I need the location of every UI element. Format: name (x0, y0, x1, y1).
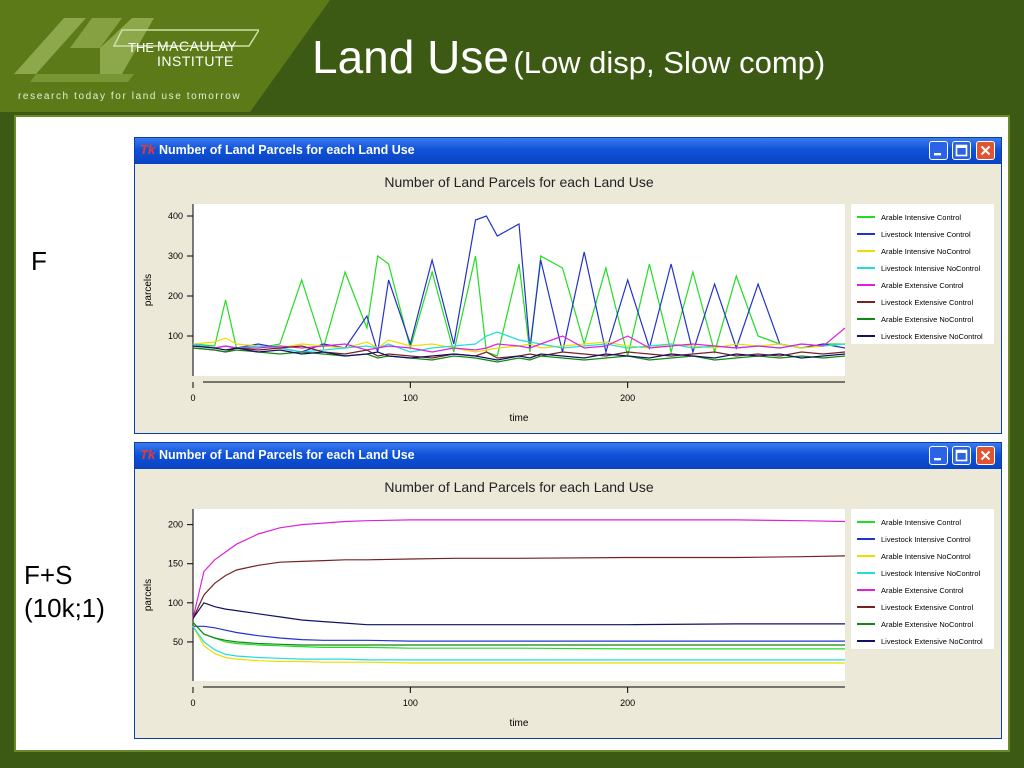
label-bottom: F+S (10k;1) (24, 560, 105, 623)
legend-label: Arable Extensive NoControl (881, 620, 973, 629)
app-icon: Tk (140, 447, 156, 462)
chart-title: Number of Land Parcels for each Land Use (384, 479, 653, 495)
legend-label: Arable Intensive Control (881, 518, 961, 527)
y-tick-label: 200 (168, 520, 183, 530)
plot-area (193, 509, 845, 681)
app-icon: Tk (140, 142, 156, 157)
y-axis-label: parcels (143, 579, 154, 611)
slide-title-main: Land Use (312, 31, 509, 83)
series-line (192, 345, 846, 359)
series-line (192, 254, 845, 357)
logo-institute-name: MACAULAY INSTITUTE (157, 39, 237, 69)
legend-label: Livestock Extensive NoControl (881, 332, 983, 341)
x-tick-label: 200 (620, 393, 635, 403)
close-icon[interactable] (976, 446, 995, 465)
x-tick-label: 0 (190, 393, 195, 403)
maximize-icon[interactable] (952, 446, 971, 465)
legend-label: Livestock Extensive NoControl (881, 637, 983, 646)
legend (851, 509, 994, 649)
slide-title: Land Use (Low disp, Slow comp) (312, 30, 825, 84)
chart-title: Number of Land Parcels for each Land Use (384, 174, 653, 190)
x-tick-label: 100 (403, 698, 418, 708)
legend-label: Livestock Intensive Control (881, 535, 971, 544)
series-line (193, 625, 845, 642)
series-line (192, 625, 845, 661)
logo-name-line1: MACAULAY (157, 38, 237, 54)
maximize-icon[interactable] (952, 141, 971, 160)
logo-the: THE (128, 40, 154, 55)
x-tick-label: 100 (403, 393, 418, 403)
y-tick-label: 150 (168, 559, 183, 569)
slide-header: THE MACAULAY INSTITUTE research today fo… (0, 0, 1024, 112)
legend-label: Arable Extensive Control (881, 281, 964, 290)
slide-title-sub: (Low disp, Slow comp) (513, 45, 826, 80)
series-line (192, 621, 845, 650)
series-line (192, 626, 845, 664)
line-chart: Number of Land Parcels for each Land Use… (143, 174, 994, 424)
window-titlebar[interactable]: Tk Number of Land Parcels for each Land … (135, 443, 1001, 469)
legend-label: Arable Intensive NoControl (881, 247, 971, 256)
x-axis-label: time (510, 718, 529, 729)
chart-window-bottom[interactable]: Tk Number of Land Parcels for each Land … (134, 442, 1002, 739)
legend-label: Livestock Intensive NoControl (881, 264, 981, 273)
legend-label: Arable Extensive Control (881, 586, 964, 595)
window-title: Number of Land Parcels for each Land Use (159, 143, 415, 157)
logo-name-line2: INSTITUTE (157, 53, 234, 69)
line-chart: Number of Land Parcels for each Land Use… (143, 479, 994, 729)
window-titlebar[interactable]: Tk Number of Land Parcels for each Land … (135, 138, 1001, 164)
macaulay-logo (14, 18, 259, 82)
minimize-icon[interactable] (929, 446, 948, 465)
window-title: Number of Land Parcels for each Land Use (159, 448, 415, 462)
x-axis-label: time (510, 413, 529, 424)
legend-label: Livestock Intensive NoControl (881, 569, 981, 578)
close-icon[interactable] (976, 141, 995, 160)
logo-tagline: research today for land use tomorrow (18, 91, 242, 102)
y-tick-label: 100 (168, 598, 183, 608)
legend-label: Arable Intensive NoControl (881, 552, 971, 561)
legend-label: Livestock Intensive Control (881, 230, 971, 239)
legend-label: Arable Intensive Control (881, 213, 961, 222)
series-line (192, 327, 846, 353)
legend-label: Livestock Extensive Control (881, 603, 973, 612)
x-tick-label: 0 (190, 698, 195, 708)
legend-label: Arable Extensive NoControl (881, 315, 973, 324)
label-top: F (31, 246, 47, 276)
series-line (192, 345, 846, 361)
series-line (192, 621, 845, 646)
series-line (192, 555, 846, 619)
series-line (192, 602, 845, 626)
minimize-icon[interactable] (929, 141, 948, 160)
y-tick-label: 200 (168, 291, 183, 301)
y-tick-label: 400 (168, 211, 183, 221)
y-axis-label: parcels (143, 274, 154, 306)
y-tick-label: 50 (173, 637, 183, 647)
x-tick-label: 200 (620, 698, 635, 708)
y-tick-label: 300 (168, 251, 183, 261)
y-tick-label: 100 (168, 331, 183, 341)
chart-window-top[interactable]: Tk Number of Land Parcels for each Land … (134, 137, 1002, 434)
series-line (192, 519, 846, 619)
legend (851, 204, 994, 344)
legend-label: Livestock Extensive Control (881, 298, 973, 307)
